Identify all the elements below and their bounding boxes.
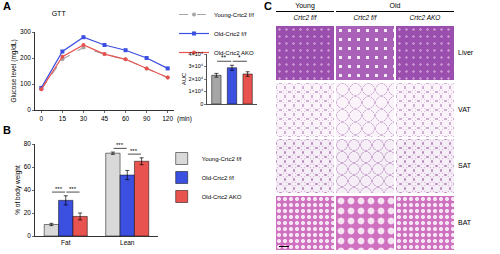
svg-text:15: 15: [59, 115, 67, 122]
svg-text:0: 0: [200, 101, 203, 107]
html-text:SAT: SAT: [458, 162, 472, 169]
svg-text:100: 100: [20, 80, 31, 87]
html-text:Crtc2 f/f: Crtc2 f/f: [353, 14, 377, 21]
svg-text:AUC: AUC: [181, 72, 187, 85]
html-text:BAT: BAT: [458, 218, 472, 226]
svg-text:% of body weight: % of body weight: [14, 165, 22, 215]
html-text:VAT: VAT: [458, 105, 471, 113]
svg-text:40: 40: [24, 186, 32, 193]
svg-text:0: 0: [40, 115, 44, 122]
html-text:B: B: [3, 124, 11, 136]
svg-text:GTT: GTT: [52, 10, 67, 17]
html-text:Crtc2 AKO: Crtc2 AKO: [409, 14, 441, 21]
svg-text:0: 0: [27, 106, 31, 113]
svg-text:0: 0: [27, 232, 31, 239]
svg-text:20: 20: [24, 209, 32, 216]
svg-text:***: ***: [55, 186, 63, 192]
svg-text:Young-Crtc2 f/f: Young-Crtc2 f/f: [202, 156, 242, 162]
svg-text:Old-Crtc2 f/f: Old-Crtc2 f/f: [202, 175, 235, 181]
svg-text:Old-Crtc2 AKO: Old-Crtc2 AKO: [214, 50, 254, 56]
svg-text:***: ***: [130, 148, 138, 154]
svg-text:Young-Crtc2 f/f: Young-Crtc2 f/f: [214, 12, 254, 18]
svg-text:1×10⁴: 1×10⁴: [188, 88, 203, 94]
html-text:Crtc2 f/f: Crtc2 f/f: [293, 14, 317, 21]
svg-text:45: 45: [101, 115, 109, 122]
svg-text:(min): (min): [177, 115, 192, 123]
svg-text:120: 120: [162, 115, 173, 122]
svg-text:Old-Crtc2 f/f: Old-Crtc2 f/f: [214, 31, 247, 37]
svg-text:***: ***: [116, 142, 124, 148]
svg-text:3×10⁴: 3×10⁴: [188, 63, 203, 69]
svg-text:2×10⁴: 2×10⁴: [188, 76, 203, 82]
svg-text:90: 90: [143, 115, 151, 122]
html-text:A: A: [3, 0, 11, 12]
svg-text:*: *: [238, 54, 241, 61]
svg-text:Old-Crtc2 AKO: Old-Crtc2 AKO: [202, 194, 242, 200]
svg-text:60: 60: [24, 163, 32, 170]
svg-text:4×10⁴: 4×10⁴: [188, 51, 203, 57]
html-text:Old: Old: [389, 2, 401, 9]
svg-text:300: 300: [20, 28, 31, 35]
svg-text:Glucose level (mg/dL): Glucose level (mg/dL): [10, 39, 18, 102]
html-text:Young: Young: [295, 2, 315, 9]
svg-text:80: 80: [24, 140, 32, 147]
html-text:C: C: [264, 0, 272, 12]
svg-text:**: **: [221, 54, 227, 61]
svg-text:***: ***: [69, 186, 77, 192]
svg-text:60: 60: [122, 115, 130, 122]
svg-text:30: 30: [80, 115, 88, 122]
html-text:Liver: Liver: [458, 49, 474, 56]
svg-text:Fat: Fat: [61, 239, 71, 246]
svg-text:200: 200: [20, 54, 31, 61]
svg-text:Lean: Lean: [120, 239, 135, 246]
